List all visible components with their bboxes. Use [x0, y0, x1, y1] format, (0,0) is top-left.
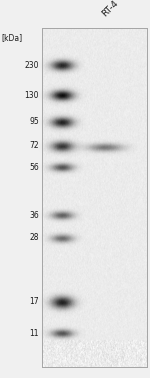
Text: 17: 17 — [29, 297, 39, 307]
Text: RT-4: RT-4 — [100, 0, 120, 18]
Text: 72: 72 — [29, 141, 39, 150]
Text: 36: 36 — [29, 211, 39, 220]
Text: 95: 95 — [29, 118, 39, 127]
Text: 11: 11 — [30, 328, 39, 338]
Text: 56: 56 — [29, 163, 39, 172]
Text: 230: 230 — [24, 60, 39, 70]
Text: [kDa]: [kDa] — [1, 34, 22, 42]
Text: 28: 28 — [30, 234, 39, 243]
Text: 130: 130 — [24, 90, 39, 99]
